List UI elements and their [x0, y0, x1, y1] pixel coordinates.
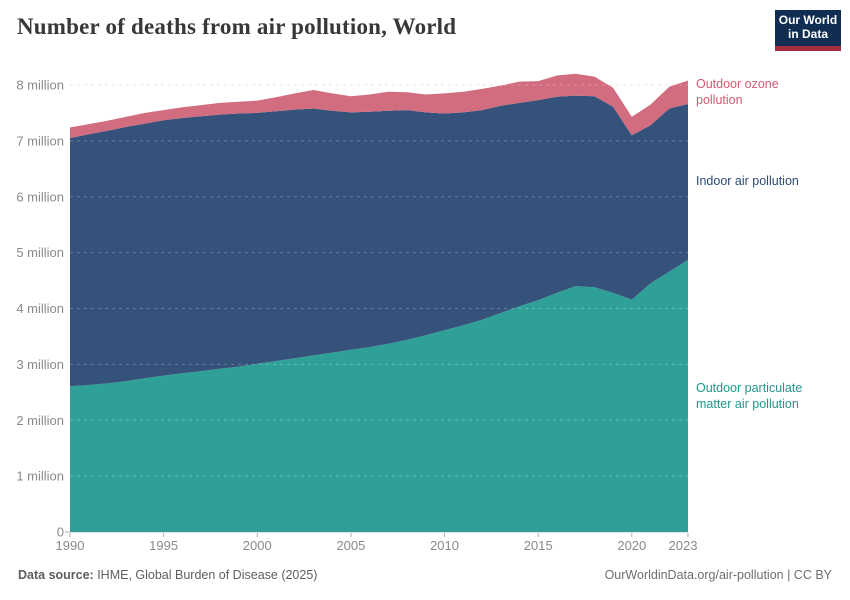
x-tick-label-1990: 1990: [56, 538, 85, 553]
owid-logo[interactable]: Our World in Data: [775, 10, 841, 51]
y-tick-label-0: 0: [57, 525, 64, 540]
x-tick-label-1995: 1995: [149, 538, 178, 553]
area-ozone[interactable]: [70, 73, 688, 139]
page-title: Number of deaths from air pollution, Wor…: [17, 14, 457, 39]
area-indoor[interactable]: [70, 95, 688, 387]
y-tick-label-5: 5 million: [16, 245, 64, 260]
x-tick-label-2010: 2010: [430, 538, 459, 553]
data-source-value: IHME, Global Burden of Disease (2025): [93, 568, 318, 582]
x-tick-label-2000: 2000: [243, 538, 272, 553]
x-tick-label-2020: 2020: [617, 538, 646, 553]
y-tick-label-2: 2 million: [16, 413, 64, 428]
legend-label-indoor-air[interactable]: Indoor air pollution: [696, 174, 799, 188]
data-source-label: Data source:: [18, 568, 94, 582]
stacked-area-chart[interactable]: 0 1 million 2 million 3 million 4 million 5 m…: [0, 60, 850, 555]
chart-footer: Data source: IHME, Global Burden of Dise…: [18, 568, 832, 582]
x-tick-label-2023: 2023: [669, 538, 698, 553]
credit-link[interactable]: OurWorldinData.org/air-pollution | CC BY: [604, 568, 832, 582]
owid-logo-line1: Our World: [778, 13, 838, 28]
legend-label-outdoor-pm[interactable]: Outdoor particulate matter air pollution: [696, 381, 803, 412]
data-source-note: Data source: IHME, Global Burden of Dise…: [18, 568, 317, 582]
y-tick-label-6: 6 million: [16, 189, 64, 204]
owid-logo-line2: in Data: [787, 27, 828, 41]
x-tick-label-2015: 2015: [524, 538, 553, 553]
y-tick-label-1: 1 million: [16, 469, 64, 484]
y-tick-label-4: 4 million: [16, 301, 64, 316]
x-tick-label-2005: 2005: [336, 538, 365, 553]
y-tick-label-7: 7 million: [16, 133, 64, 148]
y-tick-label-8: 8 million: [16, 78, 64, 93]
area-pm[interactable]: [70, 259, 688, 532]
legend-label-outdoor-ozone[interactable]: Outdoor ozone pollution: [696, 77, 779, 108]
y-tick-label-3: 3 million: [16, 357, 64, 372]
